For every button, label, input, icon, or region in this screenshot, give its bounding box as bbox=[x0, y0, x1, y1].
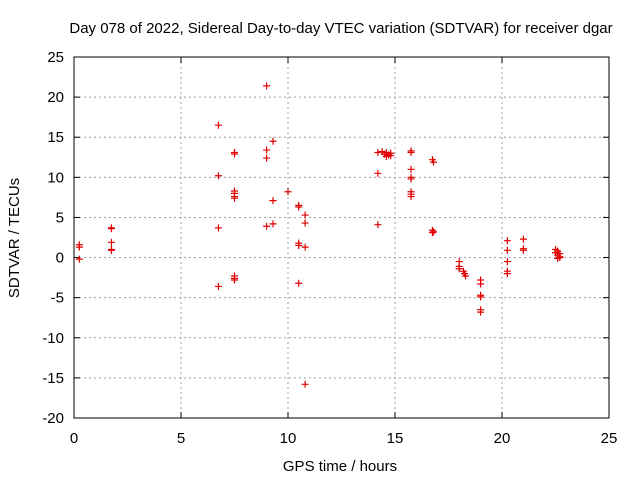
data-point bbox=[477, 280, 485, 288]
data-point bbox=[430, 228, 438, 236]
data-point bbox=[263, 222, 271, 230]
data-point bbox=[503, 237, 511, 245]
data-point bbox=[214, 172, 222, 180]
data-point bbox=[231, 150, 238, 158]
data-point bbox=[231, 276, 238, 284]
data-points bbox=[75, 82, 564, 388]
y-tick-label: 20 bbox=[47, 89, 64, 106]
data-point bbox=[75, 243, 83, 251]
data-point bbox=[503, 270, 511, 278]
data-point bbox=[374, 148, 382, 156]
data-point bbox=[407, 175, 415, 183]
y-tick-label: -20 bbox=[42, 410, 64, 427]
data-point bbox=[556, 254, 564, 262]
data-point bbox=[107, 246, 115, 254]
y-tick-label: -15 bbox=[42, 370, 64, 387]
chart-title: Day 078 of 2022, Sidereal Day-to-day VTE… bbox=[69, 20, 612, 37]
data-point bbox=[407, 165, 415, 173]
data-point bbox=[462, 272, 470, 280]
data-point bbox=[263, 82, 271, 90]
data-point bbox=[387, 152, 395, 160]
data-point bbox=[107, 225, 115, 233]
data-point bbox=[503, 246, 511, 254]
data-point bbox=[519, 246, 527, 254]
data-point bbox=[374, 169, 382, 177]
y-tick-label: 0 bbox=[56, 250, 64, 267]
data-point bbox=[295, 203, 303, 211]
x-tick-label: 10 bbox=[280, 430, 297, 447]
data-point bbox=[75, 255, 83, 263]
data-point bbox=[295, 242, 303, 250]
data-point bbox=[231, 194, 238, 202]
data-point bbox=[407, 148, 415, 156]
data-point bbox=[407, 193, 415, 201]
x-tick-label: 5 bbox=[177, 430, 185, 447]
data-point bbox=[455, 265, 463, 273]
data-point bbox=[374, 221, 382, 229]
data-point bbox=[263, 146, 271, 154]
data-point bbox=[263, 154, 271, 162]
data-point bbox=[519, 235, 527, 243]
y-tick-label: 15 bbox=[47, 129, 64, 146]
grid bbox=[74, 57, 609, 418]
data-point bbox=[269, 197, 277, 205]
data-point bbox=[295, 279, 303, 287]
data-point bbox=[301, 380, 309, 388]
y-tick-label: -5 bbox=[51, 290, 64, 307]
data-point bbox=[107, 238, 115, 246]
data-point bbox=[503, 258, 511, 266]
x-tick-label: 0 bbox=[70, 430, 78, 447]
data-point bbox=[301, 219, 309, 227]
data-point bbox=[477, 308, 485, 316]
plot-frame bbox=[73, 56, 610, 419]
data-point bbox=[284, 188, 292, 196]
data-point bbox=[269, 137, 277, 145]
axis-ticks: 0 5 10 15 20 25 -20 -15 -10 -5 0 5 10 15 20 25 bbox=[42, 49, 617, 447]
x-tick-label: 15 bbox=[387, 430, 404, 447]
y-tick-label: -10 bbox=[42, 330, 64, 347]
data-point bbox=[269, 220, 277, 228]
data-point bbox=[214, 282, 222, 290]
data-point bbox=[214, 224, 222, 232]
x-tick-label: 20 bbox=[494, 430, 511, 447]
data-point bbox=[430, 158, 438, 166]
y-tick-label: 5 bbox=[56, 209, 64, 226]
data-point bbox=[428, 229, 436, 237]
x-axis-label: GPS time / hours bbox=[283, 458, 397, 475]
data-point bbox=[301, 211, 309, 219]
x-tick-label: 25 bbox=[601, 430, 618, 447]
y-axis-label: SDTVAR / TECUs bbox=[6, 178, 23, 298]
y-tick-label: 25 bbox=[47, 49, 64, 66]
data-point bbox=[301, 243, 309, 251]
data-point bbox=[214, 121, 222, 129]
data-point bbox=[477, 293, 485, 301]
y-tick-label: 10 bbox=[47, 169, 64, 186]
